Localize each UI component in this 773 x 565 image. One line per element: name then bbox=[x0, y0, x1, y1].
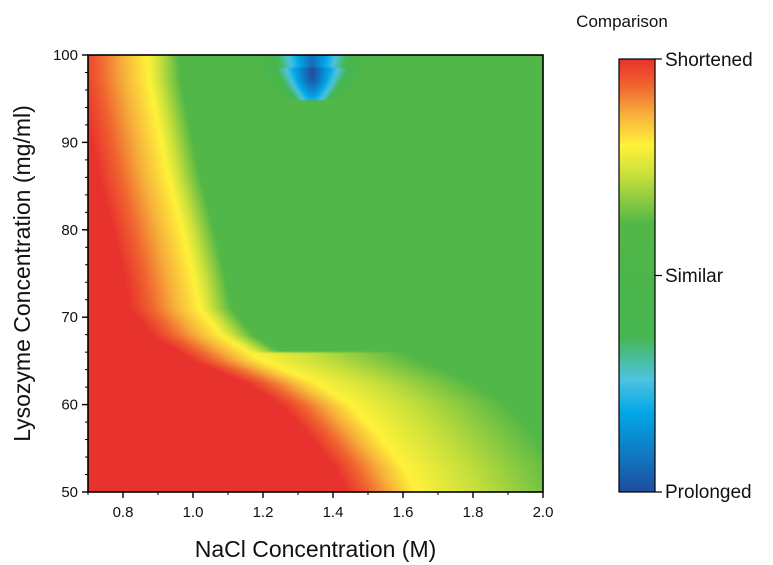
x-axis: 0.8 1.0 1.2 1.4 1.6 1.8 2.0 bbox=[87, 492, 554, 521]
y-axis: 50 60 70 80 90 100 bbox=[53, 47, 88, 501]
plot-frame bbox=[87, 54, 544, 493]
colorbar-label-shortened: Shortened bbox=[665, 50, 753, 71]
heatmap-surface bbox=[88, 55, 543, 492]
y-tick-label: 90 bbox=[61, 134, 78, 151]
y-axis-title: Lysozyme Concentration (mg/ml) bbox=[9, 105, 35, 442]
colorbar-gradient bbox=[618, 58, 656, 493]
y-tick-label: 50 bbox=[61, 484, 78, 501]
colorbar-label-similar: Similar bbox=[665, 266, 724, 287]
x-tick-label: 1.4 bbox=[323, 504, 344, 521]
y-tick-label: 80 bbox=[61, 222, 78, 239]
x-tick-label: 1.6 bbox=[393, 504, 414, 521]
colorbar-title: Comparison bbox=[576, 12, 668, 31]
plot-area bbox=[87, 54, 544, 493]
x-axis-title: NaCl Concentration (M) bbox=[195, 536, 437, 562]
x-tick-label: 1.2 bbox=[253, 504, 274, 521]
x-tick-label: 0.8 bbox=[113, 504, 134, 521]
y-tick-label: 70 bbox=[61, 309, 78, 326]
x-tick-label: 1.8 bbox=[463, 504, 484, 521]
colorbar: Comparison Shortened Similar Prolonged bbox=[576, 12, 753, 503]
x-tick-label: 2.0 bbox=[533, 504, 554, 521]
y-tick-label: 100 bbox=[53, 47, 78, 64]
x-tick-label: 1.0 bbox=[183, 504, 204, 521]
y-tick-label: 60 bbox=[61, 397, 78, 414]
colorbar-label-prolonged: Prolonged bbox=[665, 482, 752, 503]
